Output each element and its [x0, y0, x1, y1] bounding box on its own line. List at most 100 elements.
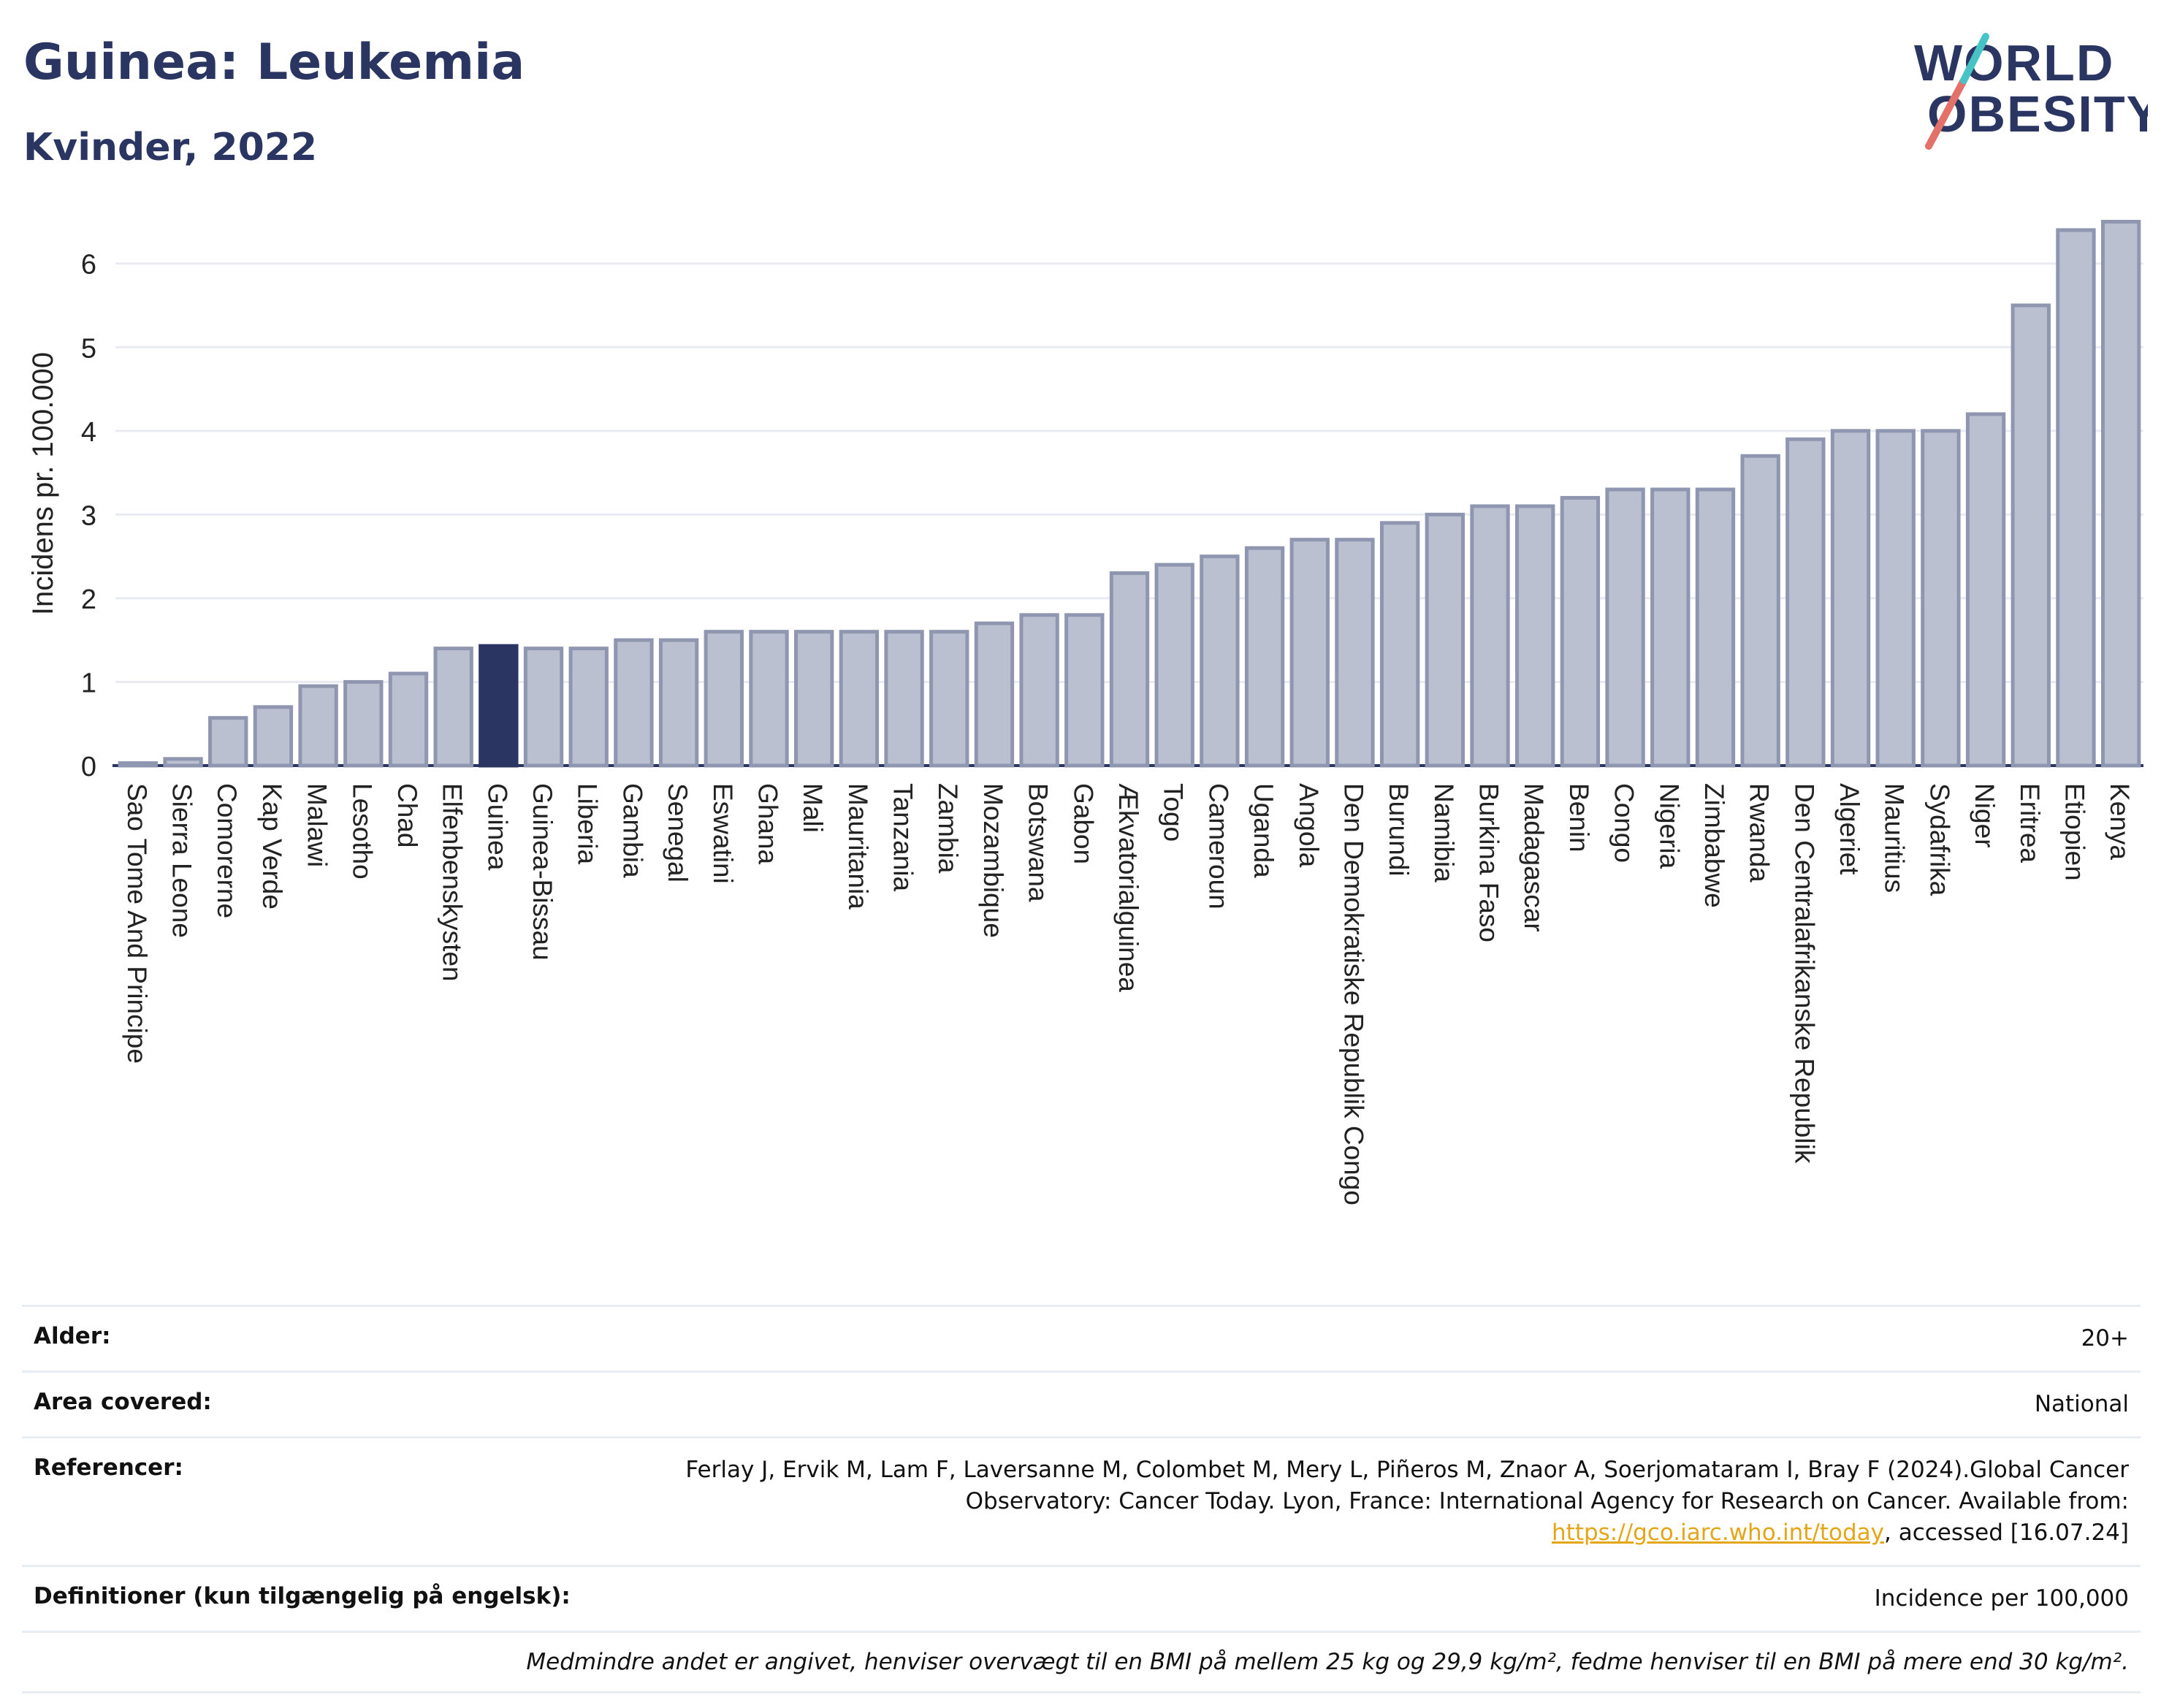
world-obesity-logo: WORLD OBESITY [1914, 33, 2148, 150]
bar [839, 630, 880, 768]
x-tick-labels: Sao Tome And Principe Sierra Leone Comorer… [122, 783, 2135, 1205]
bar [568, 647, 609, 768]
x-tick-label: Lesotho [347, 783, 377, 880]
y-tick-label: 3 [81, 500, 96, 531]
definitions-label: Definitioner (kun tilgængelig på engelsk… [34, 1583, 571, 1609]
bar [253, 705, 294, 768]
bar [1154, 563, 1194, 768]
y-tick-label: 0 [81, 752, 96, 782]
x-tick-label: Tanzania [888, 783, 918, 892]
bar [1965, 412, 2006, 768]
info-row-definitions: Definitioner (kun tilgængelig på engelsk… [22, 1565, 2141, 1631]
x-tick-label: Madagascar [1519, 783, 1549, 932]
bar [1379, 521, 1420, 768]
bar [1740, 454, 1780, 768]
x-tick-label: Rwanda [1745, 783, 1775, 882]
bar-chart: Sao Tome And Principe Sierra Leone Comorer… [27, 219, 2143, 1205]
bar [1244, 546, 1285, 768]
info-table: Alder: 20+ Area covered: National Refere… [22, 1305, 2141, 1693]
x-tick-label: Gambia [617, 783, 647, 878]
x-tick-label: Eswatini [708, 783, 738, 884]
y-tick-label: 6 [81, 250, 96, 281]
bar [1560, 495, 1601, 768]
age-label: Alder: [34, 1323, 111, 1349]
bar [163, 757, 203, 768]
bar [2056, 228, 2096, 768]
bar [749, 630, 789, 768]
bar [1425, 512, 1465, 768]
bar [1109, 571, 1150, 768]
bar [1335, 538, 1375, 768]
bar [1515, 504, 1555, 768]
x-tick-label: Eritrea [2015, 783, 2045, 863]
x-tick-label: Burkina Faso [1474, 783, 1504, 942]
x-tick-label: Guinea [482, 783, 512, 871]
footnote: Medmindre andet er angivet, henviser ove… [526, 1649, 2129, 1675]
x-tick-label: Liberia [573, 783, 603, 864]
y-tick-label: 5 [81, 333, 96, 364]
area-value: National [2034, 1391, 2129, 1417]
references-text: Ferlay J, Ervik M, Lam F, Laversanne M, … [685, 1457, 2129, 1514]
x-tick-label: Sierra Leone [167, 783, 197, 938]
x-tick-label: Sydafrika [1924, 783, 1954, 896]
x-tick-label: Mauritania [843, 783, 873, 910]
bar [1605, 487, 1645, 768]
x-tick-label: Botswana [1024, 783, 1053, 902]
info-row-references: Referencer: Ferlay J, Ervik M, Lam F, La… [22, 1436, 2141, 1565]
info-row-age: Alder: 20+ [22, 1305, 2141, 1370]
x-tick-label: Kenya [2105, 783, 2135, 860]
bar [1875, 429, 1916, 768]
x-tick-label: Algeriet [1834, 783, 1864, 875]
x-tick-label: Mozambique [978, 783, 1008, 938]
x-tick-label: Congo [1609, 783, 1639, 863]
bar [884, 630, 924, 768]
x-tick-label: Mali [798, 783, 828, 833]
bar-layer [118, 219, 2141, 768]
bar [1064, 613, 1105, 768]
references-label: Referencer: [34, 1455, 183, 1481]
references-accessed: , accessed [16.07.24] [1883, 1520, 2129, 1546]
area-label: Area covered: [34, 1389, 212, 1415]
x-tick-label: Nigeria [1654, 783, 1684, 869]
x-tick-label: Togo [1159, 783, 1189, 842]
bar [343, 679, 384, 768]
x-tick-label: Namibia [1429, 783, 1459, 882]
y-tick-label: 1 [81, 668, 96, 698]
bar [1650, 487, 1691, 768]
bar [388, 671, 429, 768]
x-tick-label: Burundi [1384, 783, 1414, 877]
bar [1785, 437, 1826, 768]
bar [1830, 429, 1871, 768]
x-tick-label: Zimbabwe [1699, 783, 1729, 908]
bar [433, 647, 473, 768]
x-tick-label: Guinea-Bissau [527, 783, 557, 961]
bar [614, 638, 654, 768]
bar [298, 684, 338, 768]
bar [658, 638, 699, 768]
logo-slash-teal [1960, 33, 1989, 84]
y-tick-labels: 0 1 2 3 4 5 6 [81, 250, 96, 782]
x-tick-label: Comorerne [212, 783, 242, 918]
info-row-area: Area covered: National [22, 1370, 2141, 1436]
x-tick-label: Uganda [1249, 783, 1278, 878]
bar [1470, 504, 1510, 768]
bar [2011, 303, 2051, 768]
references-link[interactable]: https://gco.iarc.who.int/today [1552, 1520, 1884, 1546]
info-row-note: Medmindre andet er angivet, henviser ove… [22, 1631, 2141, 1693]
x-tick-label: Chad [392, 783, 422, 847]
x-tick-label: Den Demokratiske Republik Congo [1338, 783, 1368, 1205]
x-tick-label: Senegal [663, 783, 693, 882]
y-axis-label: Incidens pr. 100.000 [27, 352, 59, 615]
bar [1695, 487, 1736, 768]
age-value: 20+ [2081, 1325, 2129, 1351]
bar [929, 630, 969, 768]
x-tick-label: Malawi [302, 783, 332, 867]
x-tick-label: Ækvatorialguinea [1113, 783, 1143, 992]
x-tick-label: Sao Tome And Principe [122, 783, 152, 1064]
x-tick-label: Cameroun [1203, 783, 1233, 910]
bar [1019, 613, 1059, 768]
logo-text-world: WORLD [1914, 34, 2114, 91]
x-tick-label: Ghana [752, 783, 782, 865]
bar [1200, 554, 1240, 768]
x-tick-label: Benin [1564, 783, 1594, 853]
